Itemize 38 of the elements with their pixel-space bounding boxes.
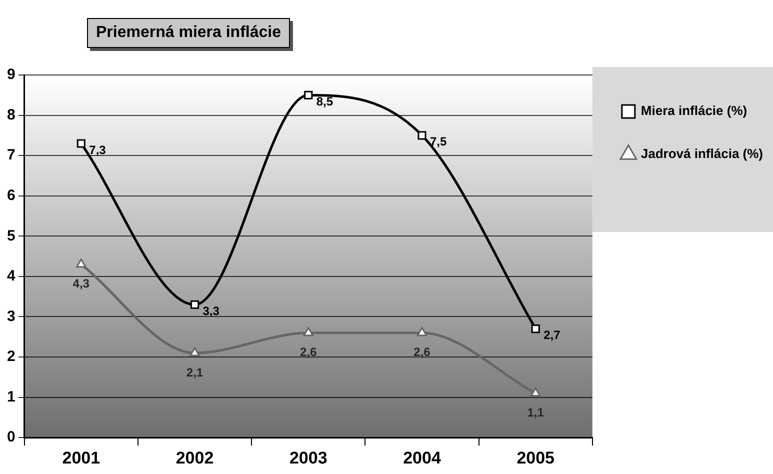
- point: [530, 388, 541, 397]
- data-label: 4,3: [72, 276, 90, 291]
- point: [190, 300, 200, 309]
- x-tick-label: 2003: [289, 448, 328, 468]
- data-label: 1,1: [527, 406, 544, 420]
- y-tick-label: 5: [7, 227, 16, 244]
- data-label: 2,6: [414, 345, 431, 360]
- point: [531, 324, 540, 334]
- point: [303, 327, 314, 336]
- point: [190, 347, 200, 356]
- point: [418, 131, 426, 140]
- y-tick-label: 4: [7, 268, 16, 285]
- x-tick-label: 2002: [176, 448, 214, 468]
- legend-label: Miera inflácie (%): [640, 103, 748, 118]
- y-tick-label: 9: [7, 66, 16, 84]
- y-tick-label: 2: [7, 348, 16, 366]
- data-label: 7,3: [89, 142, 106, 157]
- data-label: 7,5: [430, 134, 447, 149]
- y-tick-label: 6: [7, 187, 16, 204]
- data-label: 8,5: [316, 94, 334, 108]
- x-tick-label: 2005: [516, 448, 555, 468]
- y-tick-label: 8: [7, 106, 16, 124]
- point: [416, 327, 428, 336]
- x-tick-label: 2001: [62, 448, 100, 468]
- x-tick-label: 2004: [403, 448, 442, 468]
- y-tick-label: 3: [7, 308, 16, 325]
- y-tick-label: 0: [7, 428, 16, 446]
- data-label: 2,7: [544, 328, 561, 342]
- data-label: 2,6: [300, 345, 318, 360]
- data-label: 2,1: [186, 365, 204, 380]
- y-tick-label: 1: [7, 388, 16, 406]
- point: [304, 90, 313, 100]
- point: [76, 258, 86, 268]
- y-tick-label: 7: [7, 146, 16, 164]
- point: [76, 139, 86, 148]
- chart-title: Priemerná miera inflácie: [87, 18, 290, 48]
- data-label: 3,3: [202, 304, 220, 318]
- legend-label: Jadrová inflácia (%): [640, 146, 764, 162]
